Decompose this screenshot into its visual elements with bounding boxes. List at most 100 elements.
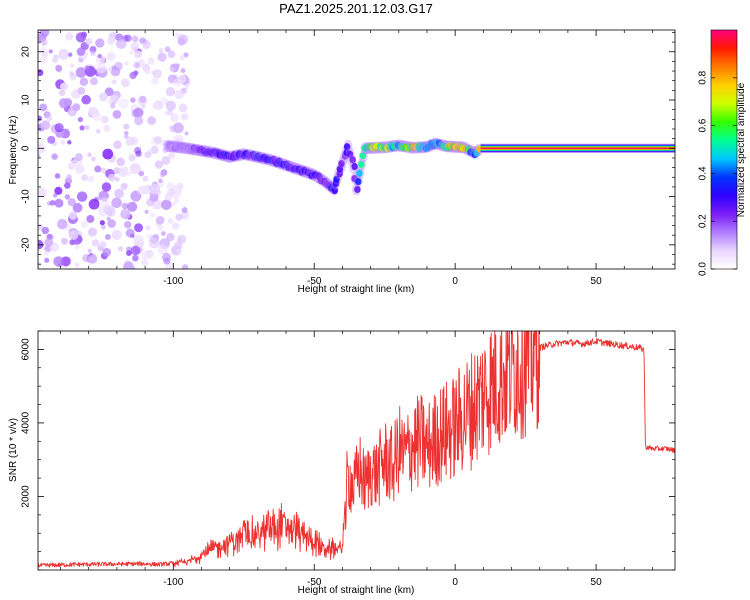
noise-blob	[38, 153, 41, 158]
noise-blob	[125, 136, 136, 146]
noise-blob	[174, 89, 184, 100]
noise-blob	[76, 47, 86, 56]
noise-blob	[113, 140, 122, 150]
noise-blob	[179, 54, 186, 61]
noise-blob	[111, 79, 117, 85]
noise-blob	[106, 216, 111, 221]
noise-blob	[38, 187, 47, 198]
noise-blob	[127, 201, 138, 212]
noise-blob	[48, 49, 53, 54]
y-tick-label: 0	[21, 145, 32, 151]
noise-blob	[49, 200, 56, 206]
noise-blob	[38, 115, 43, 122]
noise-blob	[134, 116, 144, 126]
noise-blob	[130, 190, 142, 202]
noise-blob	[152, 199, 163, 210]
snr-y-label: SNR (10 * v/v)	[8, 418, 19, 482]
colorbar-tick-label: 0.4	[698, 166, 709, 180]
noise-blob	[94, 165, 102, 173]
noise-blob	[76, 236, 83, 243]
noise-blob	[118, 98, 129, 109]
noise-blob	[176, 248, 182, 254]
noise-blob	[84, 65, 90, 71]
noise-blob	[107, 99, 113, 105]
noise-blob	[78, 57, 84, 63]
noise-blob	[103, 124, 111, 132]
noise-blob	[152, 102, 160, 110]
noise-blob	[91, 156, 96, 162]
noise-blob	[98, 92, 108, 102]
noise-blob	[114, 177, 120, 182]
noise-blob	[81, 94, 91, 105]
noise-blob	[164, 46, 171, 53]
noise-blob	[169, 66, 175, 73]
noise-blob	[180, 68, 186, 73]
noise-blob	[57, 218, 68, 230]
colorbar-ticks: 0.0 0.2 0.4 0.6 0.8	[698, 70, 737, 276]
y-tick-label: 10	[21, 94, 32, 106]
noise-blob	[87, 227, 98, 237]
noise-blob	[139, 95, 147, 103]
noise-blob	[79, 77, 89, 86]
x-tick-label: -100	[163, 276, 183, 287]
noise-blob	[147, 233, 153, 240]
noise-blob	[97, 53, 102, 59]
noise-blob	[87, 152, 92, 157]
noise-blob	[114, 188, 124, 199]
noise-blob	[130, 97, 136, 103]
noise-blob	[99, 241, 107, 248]
noise-blob	[87, 248, 92, 253]
signal-mark	[338, 159, 345, 168]
x-tick-label: -50	[307, 577, 322, 588]
noise-blob	[133, 61, 141, 69]
colorbar-gradient	[710, 29, 738, 270]
noise-blob	[60, 140, 65, 145]
noise-blob	[180, 113, 189, 121]
noise-blob	[41, 39, 48, 46]
noise-blob	[157, 244, 168, 255]
noise-blob	[95, 128, 101, 134]
noise-blob	[47, 135, 56, 144]
noise-blob	[149, 183, 161, 195]
noise-blob	[129, 50, 134, 55]
noise-blob	[181, 207, 188, 214]
noise-blob	[116, 157, 126, 167]
noise-blob	[85, 38, 93, 45]
noise-blob	[167, 189, 172, 194]
colorbar-tick-label: 0.8	[698, 70, 709, 84]
snr-x-ticks: -100 -50 0 50	[60, 331, 653, 588]
colorbar-tick-label: 0.6	[698, 118, 709, 132]
noise-blob	[123, 123, 130, 130]
noise-blob	[148, 237, 160, 249]
noise-blob	[95, 38, 105, 48]
noise-blob	[46, 115, 53, 122]
noise-blob	[108, 173, 116, 182]
noise-blob	[111, 197, 122, 209]
noise-blob	[157, 52, 167, 62]
y-tick-label: -10	[21, 189, 32, 204]
noise-blob	[147, 57, 155, 65]
noise-blob	[142, 175, 149, 182]
noise-blob	[151, 70, 156, 75]
noise-blob	[121, 202, 129, 210]
x-tick-label: 0	[452, 577, 458, 588]
spectrogram-y-ticks: -20 -10 0 10 20	[21, 32, 675, 265]
signal-mark	[333, 175, 340, 183]
colorbar-tick-label: 0.2	[698, 214, 709, 228]
spectrogram-frame	[37, 29, 676, 270]
noise-blob	[166, 109, 173, 116]
x-tick-label: -50	[307, 276, 322, 287]
colorbar: 0.0 0.2 0.4 0.6 0.8 Normalized spectral ampl…	[698, 29, 747, 276]
noise-blob	[130, 245, 141, 256]
signal-mark	[359, 152, 367, 160]
figure-title: PAZ1.2025.201.12.03.G17	[279, 1, 433, 16]
noise-blob	[120, 208, 131, 220]
noise-blob	[158, 178, 163, 183]
noise-blob	[126, 250, 132, 257]
noise-blob	[144, 151, 152, 159]
noise-blob	[89, 77, 98, 86]
noise-blob	[44, 250, 49, 256]
noise-blob	[102, 247, 112, 257]
signal-track	[163, 137, 675, 196]
noise-blob	[110, 66, 121, 77]
